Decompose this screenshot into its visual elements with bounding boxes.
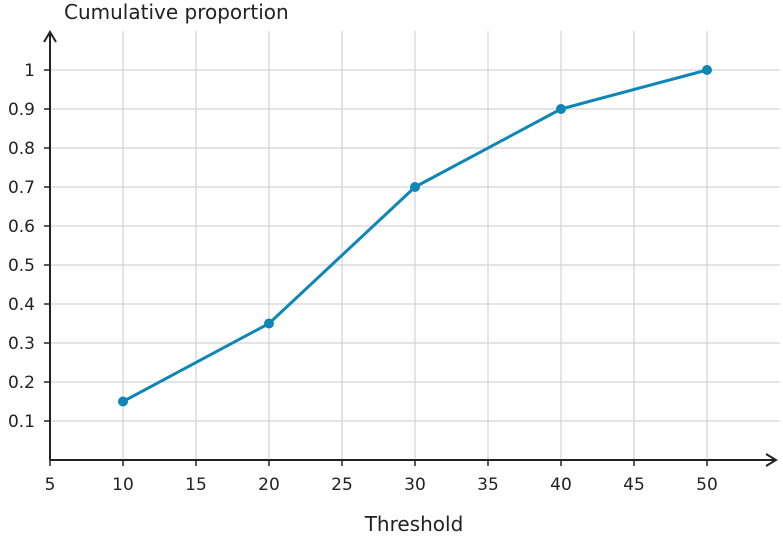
data-point [410, 182, 420, 192]
series-group [118, 65, 712, 407]
x-tick-label: 5 [45, 475, 56, 495]
data-point [264, 318, 274, 329]
x-tick-label: 40 [550, 475, 572, 495]
x-tick-label: 10 [112, 475, 134, 495]
x-tick-label: 15 [185, 475, 207, 495]
y-tick-label: 1 [24, 61, 35, 81]
y-axis-title: Cumulative proportion [64, 0, 289, 24]
x-tick-label: 30 [404, 475, 426, 495]
y-tick-label: 0.1 [8, 412, 35, 432]
x-tick-label: 45 [623, 475, 645, 495]
x-tick-label: 25 [331, 475, 353, 495]
x-tick-label: 50 [696, 475, 718, 495]
y-tick-label: 0.7 [8, 178, 35, 198]
x-tick-label: 35 [477, 475, 499, 495]
data-point [556, 104, 566, 114]
x-axis-arrow [765, 453, 778, 467]
axes [43, 30, 778, 467]
data-point [118, 396, 128, 407]
data-point [702, 65, 712, 75]
x-axis-title: Threshold [364, 512, 464, 536]
y-axis-arrow [43, 30, 57, 43]
x-tick-label: 20 [258, 475, 280, 495]
y-tick-label: 0.4 [8, 295, 35, 315]
y-tick-label: 0.9 [8, 100, 35, 120]
grid [50, 31, 780, 460]
y-tick-labels: 0.1 0.2 0.3 0.4 0.5 0.6 0.7 0.8 0.9 1 [8, 61, 50, 432]
y-tick-label: 0.2 [8, 373, 35, 393]
y-tick-label: 0.6 [8, 217, 35, 237]
y-tick-label: 0.3 [8, 334, 35, 354]
y-tick-label: 0.5 [8, 256, 35, 276]
x-tick-labels: 5 10 15 20 25 30 35 40 45 50 [45, 460, 718, 495]
y-tick-label: 0.8 [8, 139, 35, 159]
